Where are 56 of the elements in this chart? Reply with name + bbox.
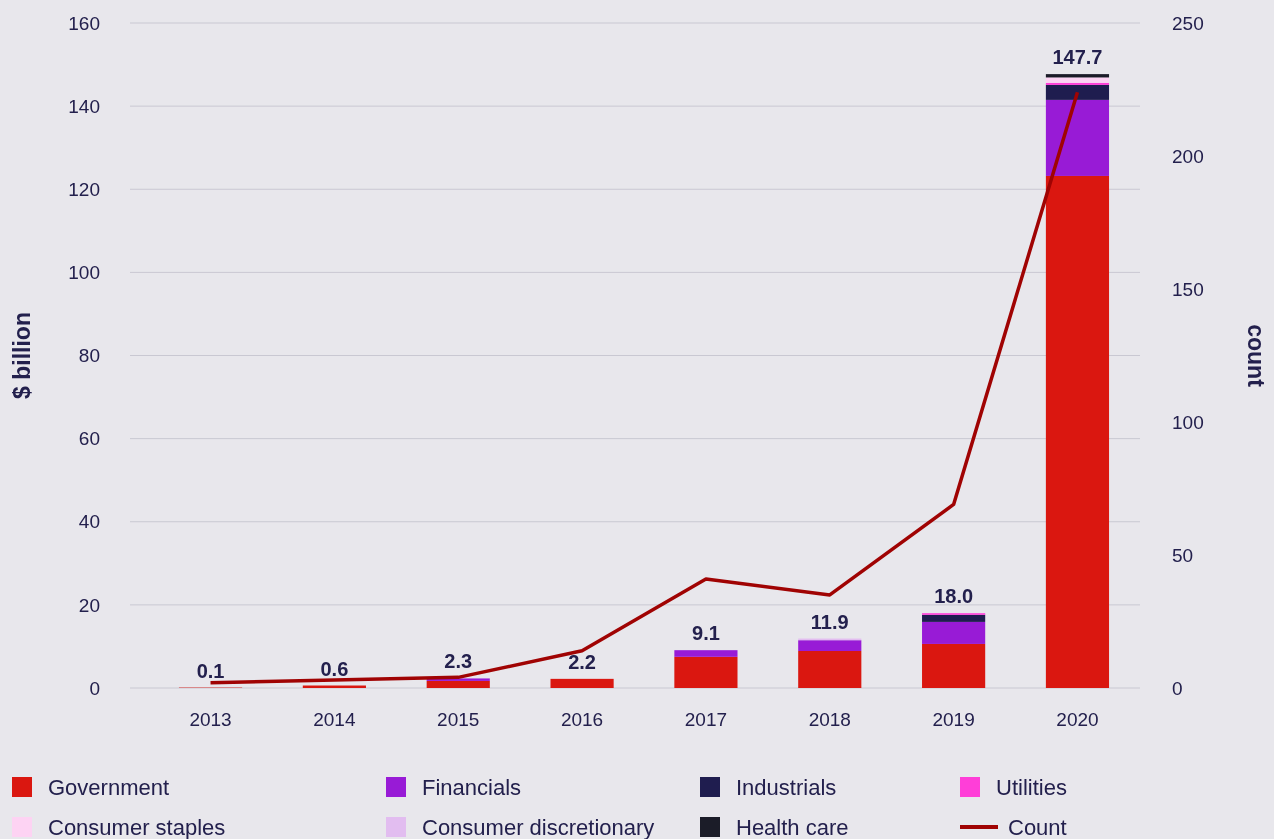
- legend-label: Consumer staples: [48, 814, 226, 839]
- legend-label: Financials: [422, 774, 522, 800]
- bar: [674, 656, 738, 688]
- total-label: 0.1: [196, 659, 225, 682]
- y-tick-label: 40: [78, 511, 100, 533]
- bar: [1045, 82, 1110, 85]
- y-tick-label: 120: [68, 178, 100, 200]
- bar: [798, 640, 862, 652]
- x-tick-label: 2019: [932, 709, 975, 730]
- bar: [1045, 175, 1110, 688]
- x-tick-label: 2016: [560, 709, 604, 730]
- y2-tick-label: 150: [1172, 278, 1204, 300]
- total-label: 0.6: [320, 657, 349, 680]
- bar: [426, 680, 490, 688]
- bar: [550, 678, 614, 688]
- x-tick-label: 2014: [313, 709, 356, 730]
- y2-tick-label: 100: [1172, 411, 1204, 433]
- y2-axis-title: count: [1243, 324, 1269, 388]
- y2-tick-label: 0: [1172, 677, 1183, 699]
- y-tick-label: 140: [68, 95, 100, 117]
- y-tick-label: 60: [78, 428, 100, 450]
- y-tick-label: 100: [68, 262, 100, 284]
- x-tick-label: 2017: [684, 709, 728, 730]
- bar: [798, 651, 862, 688]
- y2-tick-label: 200: [1172, 145, 1204, 167]
- y-tick-label: 160: [68, 12, 100, 34]
- y2-tick-label: 250: [1172, 12, 1204, 34]
- x-tick-label: 2020: [1056, 709, 1099, 730]
- x-tick-label: 2013: [189, 709, 232, 730]
- y-tick-label: 20: [78, 594, 100, 616]
- total-label: 2.2: [568, 650, 596, 673]
- y-tick-label: 0: [89, 677, 100, 699]
- bar: [1045, 77, 1110, 83]
- legend-label: Government: [48, 774, 170, 800]
- y-tick-label: 80: [78, 345, 100, 367]
- legend-label: Utilities: [996, 774, 1067, 800]
- bar: [1045, 74, 1110, 78]
- total-label: 9.1: [692, 622, 720, 645]
- bar: [922, 643, 986, 688]
- total-label: 11.9: [810, 610, 849, 633]
- bar: [1045, 99, 1110, 176]
- y2-tick-label: 50: [1172, 544, 1194, 566]
- bar: [1045, 84, 1110, 100]
- legend-label: Count: [1008, 814, 1067, 839]
- x-tick-label: 2018: [808, 709, 851, 730]
- y-axis-title: $ billion: [9, 312, 35, 399]
- total-label: 18.0: [934, 585, 974, 608]
- bar: [922, 614, 986, 622]
- bar: [922, 621, 986, 644]
- total-label: 147.7: [1052, 46, 1103, 69]
- x-tick-label: 2015: [437, 709, 480, 730]
- bar: [674, 650, 738, 657]
- total-label: 2.3: [444, 650, 473, 673]
- legend-label: Health care: [736, 814, 849, 839]
- legend-label: Industrials: [736, 774, 837, 800]
- legend-label: Consumer discretionary: [422, 814, 655, 839]
